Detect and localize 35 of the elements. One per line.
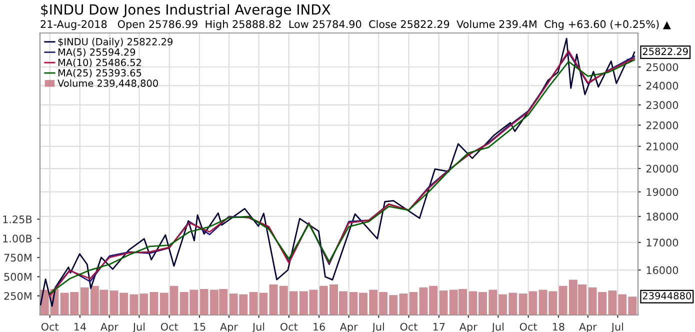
legend-label: MA(5) 25594.29 bbox=[58, 48, 136, 57]
x-tick-label: Oct bbox=[160, 322, 178, 331]
y-tick-label: 750M bbox=[4, 254, 32, 262]
x-tick-label: 14 bbox=[74, 322, 86, 331]
legend-label: MA(25) 25393.65 bbox=[58, 69, 142, 78]
x-tick-label: 17 bbox=[433, 322, 445, 331]
x-tick-label: Oct bbox=[400, 322, 418, 331]
text: 23944880 bbox=[642, 292, 692, 300]
legend-label: MA(10) 25486.52 bbox=[58, 58, 142, 68]
y2-tick-label: 20000 bbox=[646, 164, 678, 173]
x-tick-label: Oct bbox=[520, 322, 538, 331]
x-tick-label: Oct bbox=[41, 322, 59, 331]
legend-label: $INDU (Daily) 25822.29 bbox=[58, 38, 172, 48]
x-tick-label: 16 bbox=[314, 322, 325, 331]
text: 25822.29 bbox=[642, 48, 688, 56]
y-tick-label: 250M bbox=[4, 292, 32, 300]
chart-title: $INDU Dow Jones Industrial Average INDX bbox=[41, 4, 330, 18]
y2-tick-label: 19000 bbox=[646, 188, 678, 196]
y-tick-label: 1.25B bbox=[3, 215, 32, 224]
y2-tick-label: 16000 bbox=[646, 266, 678, 274]
x-tick-label: Oct bbox=[280, 322, 298, 331]
bar bbox=[439, 290, 448, 315]
y2-tick-label: 21000 bbox=[646, 142, 678, 150]
x-tick-label: 18 bbox=[552, 322, 564, 331]
y2-tick-label: 24000 bbox=[646, 82, 678, 90]
x-tick-label: 15 bbox=[194, 322, 206, 331]
y2-tick-label: 17000 bbox=[646, 238, 678, 247]
y2-tick-label: 23000 bbox=[646, 101, 678, 110]
y2-tick-label: 22000 bbox=[646, 121, 678, 130]
y-tick-label: 500M bbox=[4, 272, 32, 281]
y2-tick-label: 18000 bbox=[646, 212, 678, 221]
y-tick-label: 1.00B bbox=[3, 234, 32, 242]
legend-label: Volume 239,448,800 bbox=[58, 79, 158, 88]
chart-subtitle: 21-Aug-2018 Open 25786.99 High 25888.82 Low 25784.90 Close 25822.29 Volume 239.4M Chg +63.60 (+0.25%) ▲ bbox=[40, 20, 671, 30]
y2-tick-label: 25000 bbox=[646, 63, 678, 72]
